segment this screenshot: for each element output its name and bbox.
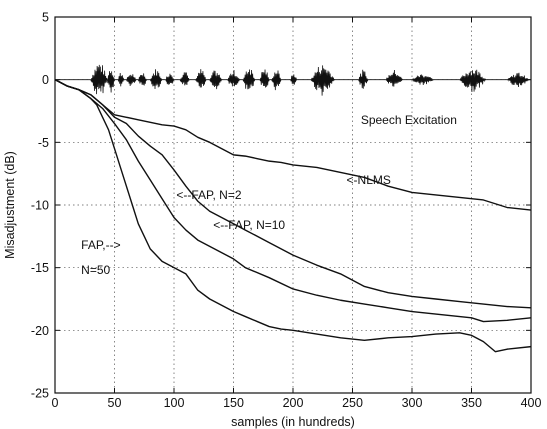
annotation-1: <-NLMS <box>347 173 391 187</box>
annotation-2: <--FAP, N=2 <box>176 188 241 202</box>
speech-excitation-waveform <box>55 64 531 96</box>
x-tick-label: 150 <box>223 396 244 410</box>
y-tick-label: -5 <box>38 136 49 150</box>
series-group <box>54 79 532 353</box>
annotations: Speech Excitation <-NLMS <--FAP, N=2 <--FAP… <box>81 113 457 277</box>
x-tick-label: 50 <box>108 396 122 410</box>
x-tick-label: 350 <box>461 396 482 410</box>
x-tick-label: 400 <box>521 396 542 410</box>
y-tick-label: 5 <box>42 11 49 25</box>
x-tick-label: 0 <box>52 396 59 410</box>
y-tick-label: -25 <box>31 387 49 401</box>
grid <box>55 17 531 393</box>
y-axis-label: Misadjustment (dB) <box>3 151 17 259</box>
y-ticks: 5 0 -5 -10 -15 -20 -25 <box>31 11 531 401</box>
speech-signal <box>55 64 531 96</box>
y-tick-label: 0 <box>42 73 49 87</box>
y-tick-label: -20 <box>31 324 49 338</box>
x-ticks: 0 50 100 150 200 250 300 350 400 <box>52 17 542 410</box>
annotation-4: FAP,--> <box>81 238 120 252</box>
x-axis-label: samples (in hundreds) <box>231 415 355 429</box>
series-line-fap-n-50 <box>54 79 532 353</box>
annotation-0: Speech Excitation <box>361 113 457 127</box>
annotation-3: <--FAP, N=10 <box>213 218 285 232</box>
x-tick-label: 100 <box>164 396 185 410</box>
series-line-fap-n-2 <box>54 79 532 309</box>
x-tick-label: 300 <box>402 396 423 410</box>
annotation-5: N=50 <box>81 263 110 277</box>
series-line-nlms <box>54 79 532 211</box>
series-line-fap-n-10 <box>54 79 532 323</box>
x-tick-label: 250 <box>342 396 363 410</box>
y-tick-label: -10 <box>31 199 49 213</box>
x-tick-label: 200 <box>283 396 304 410</box>
y-tick-label: -15 <box>31 261 49 275</box>
